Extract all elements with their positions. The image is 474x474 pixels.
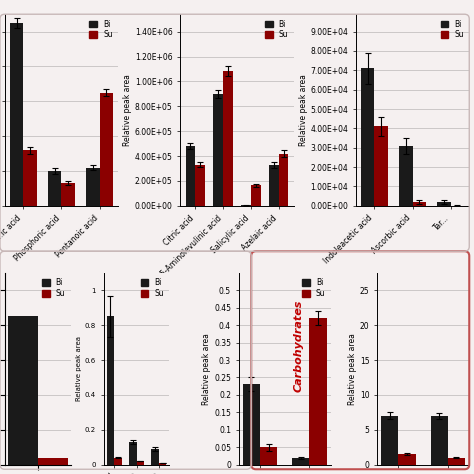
Bar bbox=[448, 457, 465, 465]
Bar bbox=[62, 183, 75, 206]
Y-axis label: Relative peak area: Relative peak area bbox=[299, 74, 308, 146]
Bar bbox=[292, 457, 310, 465]
Y-axis label: Relative peak area: Relative peak area bbox=[348, 333, 357, 405]
Legend: Bi, Su: Bi, Su bbox=[88, 18, 114, 41]
Bar bbox=[107, 317, 114, 465]
Bar bbox=[48, 171, 62, 206]
Text: Carbohydrates: Carbohydrates bbox=[293, 300, 304, 392]
Bar bbox=[399, 146, 412, 206]
Bar bbox=[279, 154, 289, 206]
Y-axis label: Relative peak area: Relative peak area bbox=[202, 333, 211, 405]
Bar bbox=[243, 384, 260, 465]
Y-axis label: Relative peak area: Relative peak area bbox=[76, 336, 82, 401]
Bar bbox=[260, 447, 277, 465]
Legend: Bi, Su: Bi, Su bbox=[139, 277, 165, 299]
Bar bbox=[399, 454, 416, 465]
Bar bbox=[430, 416, 448, 465]
Legend: Bi, Su: Bi, Su bbox=[40, 277, 67, 299]
Bar bbox=[361, 68, 374, 206]
Bar bbox=[159, 463, 166, 465]
Legend: Bi, Su: Bi, Su bbox=[264, 18, 290, 41]
Legend: Bi, Su: Bi, Su bbox=[301, 277, 327, 299]
Bar bbox=[251, 185, 261, 206]
Bar bbox=[129, 442, 137, 465]
Bar bbox=[213, 94, 223, 206]
Bar bbox=[185, 146, 195, 206]
Legend: Bi, Su: Bi, Su bbox=[439, 18, 465, 41]
Bar bbox=[438, 202, 451, 206]
Bar bbox=[241, 205, 251, 206]
Bar bbox=[412, 202, 426, 206]
Bar bbox=[195, 165, 205, 206]
Bar bbox=[114, 457, 122, 465]
Bar bbox=[38, 457, 68, 465]
Bar bbox=[381, 416, 399, 465]
Bar bbox=[269, 165, 279, 206]
Bar bbox=[151, 449, 159, 465]
Bar bbox=[374, 127, 388, 206]
Bar bbox=[8, 317, 38, 465]
Bar bbox=[100, 92, 113, 206]
Bar bbox=[23, 150, 36, 206]
Bar bbox=[137, 461, 144, 465]
Bar bbox=[10, 23, 23, 206]
Bar bbox=[223, 72, 233, 206]
Bar bbox=[86, 167, 100, 206]
Bar bbox=[310, 318, 327, 465]
Y-axis label: Relative peak area: Relative peak area bbox=[123, 74, 132, 146]
